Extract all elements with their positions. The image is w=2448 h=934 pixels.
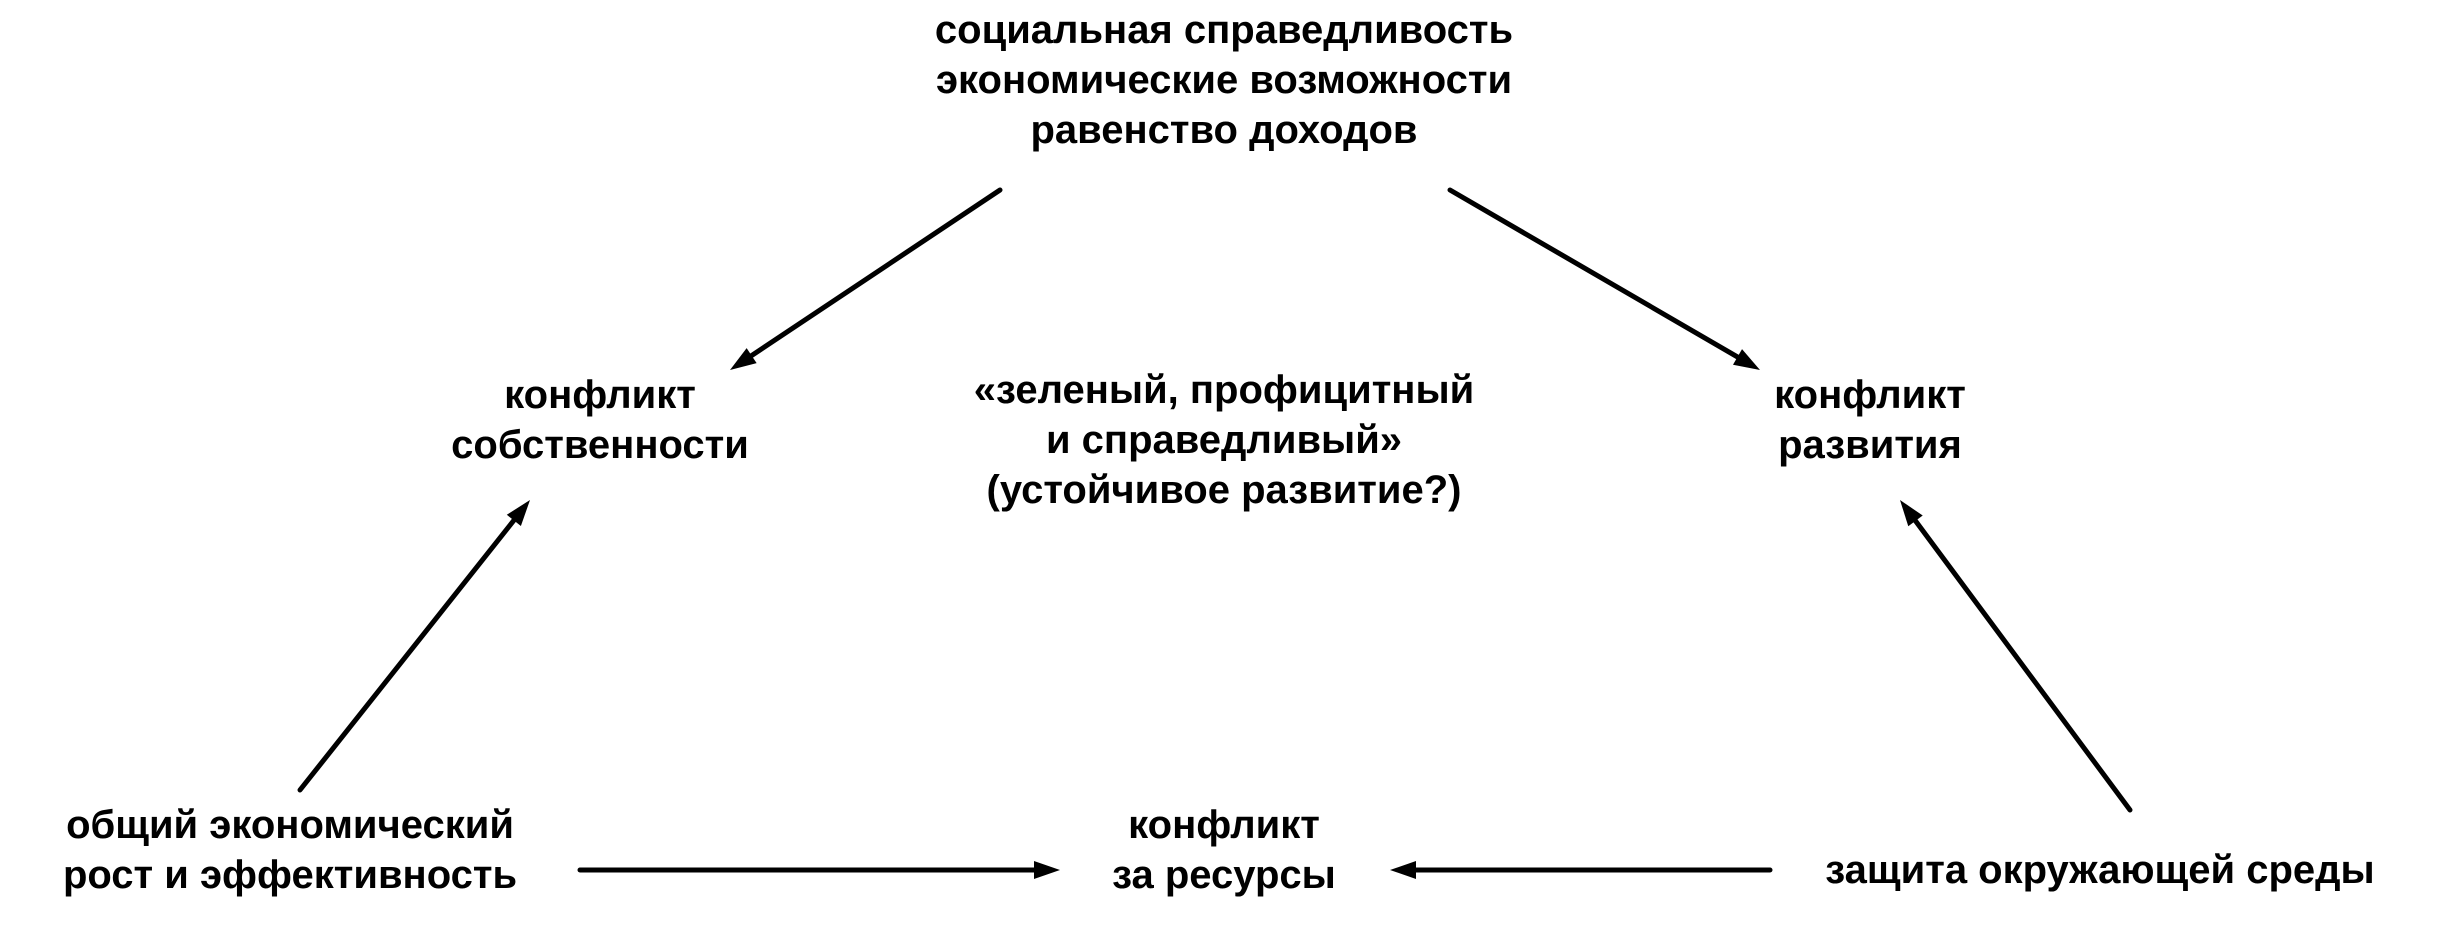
node-left-mid: конфликт собственности (451, 370, 749, 470)
node-center: «зеленый, профицитный и справедливый» (у… (974, 365, 1474, 515)
node-bottom-right: защита окружающей среды (1825, 845, 2374, 895)
node-bottom-center: конфликт за ресурсы (1112, 800, 1336, 900)
node-right-mid: конфликт развития (1774, 370, 1966, 470)
node-bottom-left: общий экономический рост и эффективность (63, 800, 517, 900)
node-top: социальная справедливость экономические … (935, 5, 1513, 155)
